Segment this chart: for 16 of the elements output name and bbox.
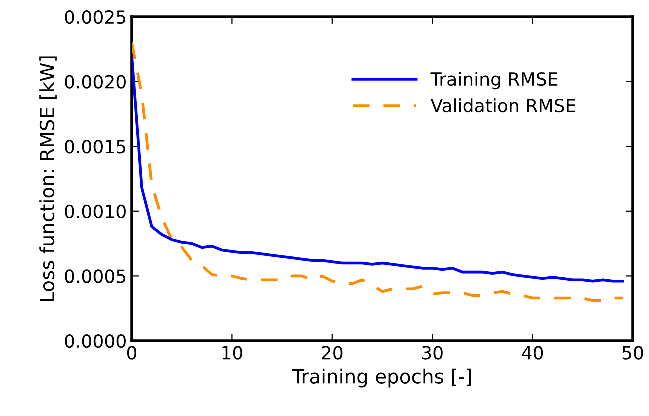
- x-axis-title: Training epochs [-]: [292, 368, 472, 388]
- x-tick-label: 30: [422, 346, 443, 360]
- y-tick-label: 0.0010: [65, 204, 126, 219]
- x-tick-label: 0: [127, 346, 137, 360]
- x-tick-label: 50: [622, 346, 644, 360]
- x-tick-label: 10: [222, 346, 242, 360]
- y-tick-label: 0.0020: [65, 75, 126, 89]
- y-tick-label: 0.0000: [65, 334, 126, 348]
- x-tick-label: 20: [322, 346, 343, 360]
- y-axis-title: Loss function: RMSE [kW]: [40, 56, 57, 301]
- legend-label: Training RMSE: [430, 72, 558, 90]
- x-tick-label: 40: [522, 346, 544, 360]
- y-tick-label: 0.0005: [65, 270, 126, 284]
- y-tick-label: 0.0015: [65, 140, 126, 154]
- y-tick-label: 0.0025: [65, 10, 126, 24]
- legend-label: Validation RMSE: [430, 98, 576, 113]
